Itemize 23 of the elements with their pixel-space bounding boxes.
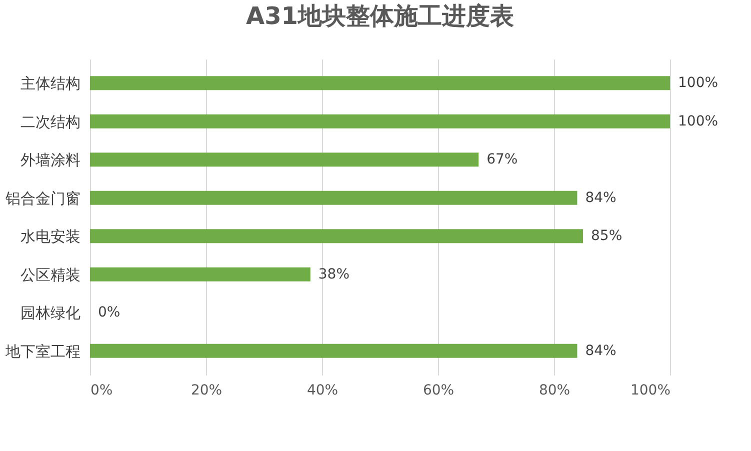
x-tick-label: 100% [630,382,670,398]
x-tick-label: 40% [306,382,338,398]
data-label: 100% [678,75,718,92]
data-label: 85% [591,228,622,244]
data-label: 100% [678,113,718,130]
y-tick-label: 主体结构 [20,74,80,93]
data-label: 0% [98,304,120,321]
chart-title: A31地块整体施工进度表 [246,2,514,30]
y-tick-label: 水电安装 [20,228,80,246]
x-tick-label: 80% [538,382,570,398]
x-tick-label: 20% [190,382,222,398]
y-tick-label: 园林绿化 [20,304,80,322]
data-label: 38% [318,266,350,282]
data-label: 84% [585,342,616,359]
y-tick-label: 地下室工程 [4,342,80,360]
y-tick-label: 铝合金门窗 [4,189,80,208]
data-label: 84% [585,190,616,206]
x-tick-label: 60% [422,382,454,398]
x-tick-label: 0% [90,382,113,398]
y-tick-label: 二次结构 [20,112,80,131]
y-tick-label: 公区精装 [20,266,80,284]
y-tick-label: 外墙涂料 [20,151,80,170]
data-label: 67% [486,152,518,168]
